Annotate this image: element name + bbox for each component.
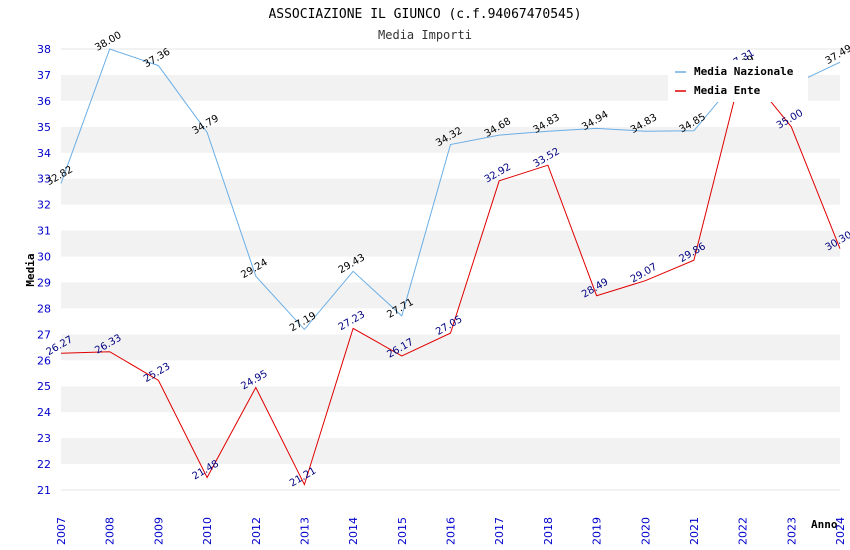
x-axis-ticks: 2007 2008 2009 2010 2012 2013 2014 2015 2016 2017…	[55, 517, 847, 545]
chart-title: ASSOCIAZIONE IL GIUNCO (c.f.94067470545)	[268, 7, 581, 22]
grid-band	[61, 126, 840, 153]
y-tick-label: 29	[37, 276, 51, 289]
series-lines	[60, 48, 841, 486]
grid-band	[61, 438, 840, 465]
y-tick-label: 23	[37, 432, 51, 445]
series-line-media-nazionale	[60, 48, 841, 331]
data-labels: 32.8238.0037.3634.7929.2427.1929.4327.71…	[45, 30, 850, 489]
legend-label-media-nazionale: Media Nazionale	[694, 65, 794, 78]
y-tick-label: 31	[37, 225, 51, 238]
grid-band	[61, 230, 840, 257]
grid-band	[61, 308, 840, 335]
y-tick-label: 30	[37, 251, 51, 264]
x-tick-label: 2007	[55, 517, 68, 545]
grid-band	[61, 204, 840, 231]
y-tick-label: 25	[37, 380, 51, 393]
y-tick-label: 27	[37, 328, 51, 341]
grid-bands	[61, 48, 840, 491]
series-line-media-ente	[60, 65, 841, 486]
x-tick-label: 2020	[639, 517, 652, 545]
y-axis-ticks: 21 22 23 24 25 26 27 28 29 30 31 32 33 34 35 36 37 38	[37, 43, 51, 497]
x-axis-label: Anno	[811, 518, 838, 531]
x-tick-label: 2022	[737, 517, 750, 545]
y-tick-label: 26	[37, 354, 51, 367]
x-tick-label: 2017	[493, 517, 506, 545]
y-tick-label: 38	[37, 43, 51, 56]
y-tick-label: 33	[37, 173, 51, 186]
y-axis-label: Media	[24, 253, 37, 286]
y-tick-label: 34	[37, 147, 51, 160]
y-tick-label: 22	[37, 458, 51, 471]
grid-band	[61, 360, 840, 387]
x-tick-label: 2013	[298, 517, 311, 545]
grid-band	[61, 386, 840, 413]
y-tick-label: 21	[37, 484, 51, 497]
x-tick-label: 2009	[152, 517, 165, 545]
y-tick-label: 36	[37, 95, 51, 108]
x-tick-label: 2012	[250, 517, 263, 545]
y-tick-label: 35	[37, 121, 51, 134]
chart-subtitle: Media Importi	[378, 28, 472, 42]
legend-label-media-ente: Media Ente	[694, 84, 761, 97]
x-tick-label: 2016	[445, 517, 458, 545]
legend-background	[668, 60, 808, 102]
x-tick-label: 2010	[201, 517, 214, 545]
grid-band	[61, 178, 840, 205]
grid-band	[61, 412, 840, 439]
x-tick-label: 2023	[785, 517, 798, 545]
grid-band	[61, 334, 840, 361]
x-tick-label: 2015	[396, 517, 409, 545]
grid-band	[61, 152, 840, 179]
grid-band	[61, 100, 840, 127]
grid-band	[61, 282, 840, 309]
x-tick-label: 2018	[542, 517, 555, 545]
x-tick-label: 2024	[834, 517, 847, 545]
x-tick-label: 2014	[347, 517, 360, 545]
y-tick-label: 28	[37, 302, 51, 315]
x-tick-label: 2021	[688, 517, 701, 545]
y-tick-label: 37	[37, 69, 51, 82]
grid-band	[61, 256, 840, 283]
x-tick-label: 2019	[591, 517, 604, 545]
x-tick-label: 2008	[104, 517, 117, 545]
y-tick-label: 24	[37, 406, 51, 419]
grid-band	[61, 464, 840, 490]
legend: Media Nazionale Media Ente	[668, 60, 808, 102]
y-tick-label: 32	[37, 199, 51, 212]
